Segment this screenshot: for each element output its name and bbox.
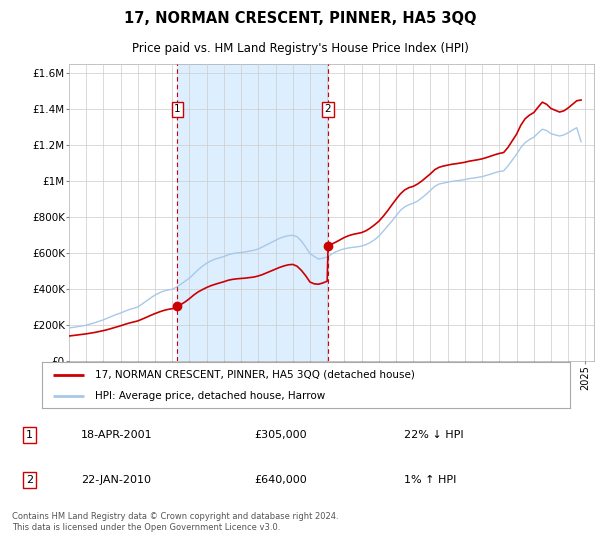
- Text: 22-JAN-2010: 22-JAN-2010: [81, 475, 151, 485]
- Bar: [178, 64, 328, 361]
- Text: 22% ↓ HPI: 22% ↓ HPI: [404, 430, 463, 440]
- Text: £305,000: £305,000: [254, 430, 307, 440]
- Text: 2: 2: [325, 104, 331, 114]
- Text: 1: 1: [174, 104, 181, 114]
- Text: 1% ↑ HPI: 1% ↑ HPI: [404, 475, 456, 485]
- Text: £640,000: £640,000: [254, 475, 307, 485]
- Text: Price paid vs. HM Land Registry's House Price Index (HPI): Price paid vs. HM Land Registry's House …: [131, 42, 469, 55]
- Text: 2: 2: [26, 475, 33, 485]
- Text: 1: 1: [26, 430, 33, 440]
- Text: 17, NORMAN CRESCENT, PINNER, HA5 3QQ (detached house): 17, NORMAN CRESCENT, PINNER, HA5 3QQ (de…: [95, 370, 415, 380]
- Text: HPI: Average price, detached house, Harrow: HPI: Average price, detached house, Harr…: [95, 391, 325, 401]
- Text: 18-APR-2001: 18-APR-2001: [81, 430, 153, 440]
- Text: Contains HM Land Registry data © Crown copyright and database right 2024.
This d: Contains HM Land Registry data © Crown c…: [12, 512, 338, 531]
- Text: 17, NORMAN CRESCENT, PINNER, HA5 3QQ: 17, NORMAN CRESCENT, PINNER, HA5 3QQ: [124, 11, 476, 26]
